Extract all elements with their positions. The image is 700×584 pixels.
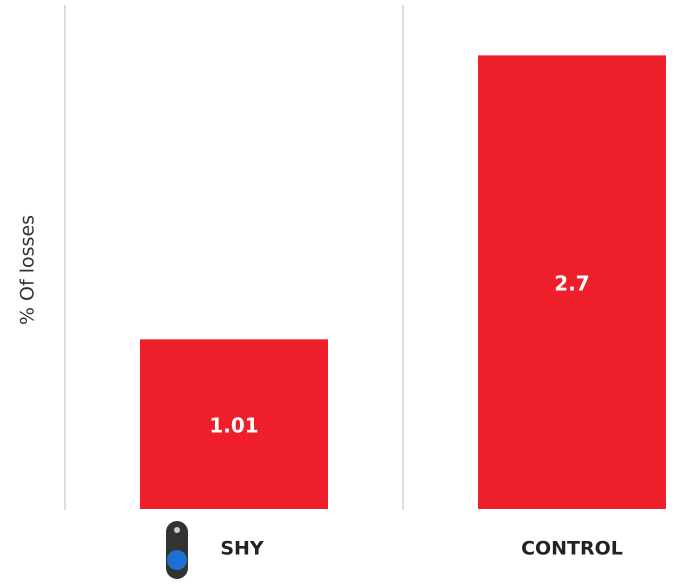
value-label: 1.01 [209, 414, 258, 438]
value-label: 2.7 [554, 272, 589, 296]
x-tick-label: SHY [220, 538, 264, 560]
bar [140, 339, 328, 509]
x-tick-label: CONTROL [521, 538, 623, 560]
tag-icon [166, 521, 188, 579]
bar [478, 55, 666, 510]
y-axis-label: % Of losses [17, 215, 39, 325]
